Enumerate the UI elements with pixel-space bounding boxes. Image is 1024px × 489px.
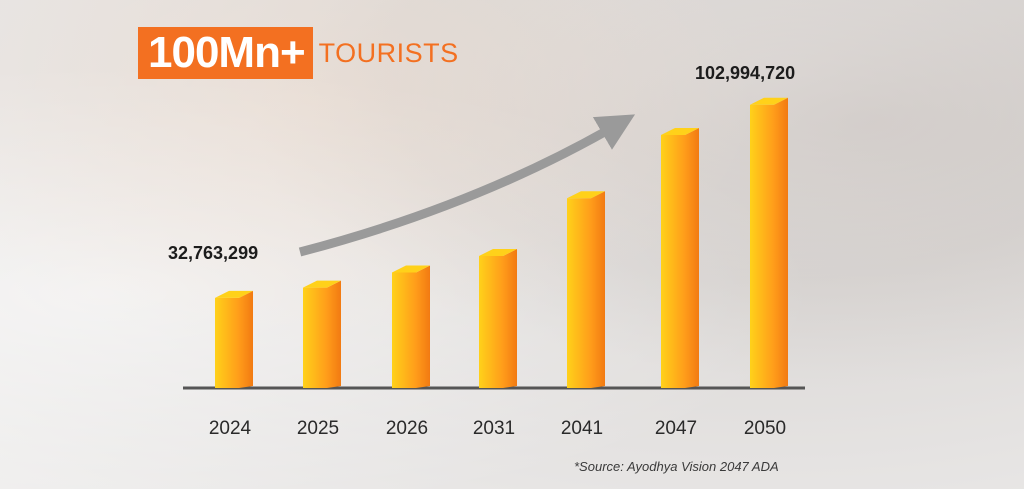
bar-top-2031 [479, 249, 517, 256]
bar-side-2026 [416, 265, 430, 388]
source-note: *Source: Ayodhya Vision 2047 ADA [574, 459, 779, 474]
bar-top-2024 [215, 290, 253, 298]
bar-2031 [479, 249, 517, 388]
bar-top-2041 [567, 191, 605, 199]
x-tick-label-2025: 2025 [297, 418, 339, 439]
bar-side-2024 [239, 290, 253, 388]
x-tick-label-2024: 2024 [209, 418, 252, 439]
bar-front-2041 [567, 198, 591, 388]
bar-top-2026 [392, 265, 430, 273]
bar-front-2025 [303, 287, 327, 388]
x-tick-label-2031: 2031 [473, 418, 515, 439]
x-tick-label-2050: 2050 [744, 418, 786, 439]
bar-top-2025 [303, 280, 341, 288]
bar-2024 [215, 290, 253, 388]
bar-2026 [392, 265, 430, 388]
bar-2041 [567, 191, 605, 388]
bar-side-2031 [503, 249, 517, 388]
x-tick-label-2041: 2041 [561, 418, 603, 439]
bar-side-2025 [327, 280, 341, 388]
x-tick-label-2026: 2026 [386, 418, 428, 439]
end-value-label: 102,994,720 [695, 63, 796, 83]
bar-front-2047 [661, 135, 685, 388]
bar-side-2041 [591, 191, 605, 388]
bar-top-2047 [661, 128, 699, 135]
bar-side-2047 [685, 128, 699, 388]
bar-top-2050 [750, 97, 788, 105]
chart-title: 100Mn+ TOURISTS [138, 27, 459, 79]
start-value-label: 32,763,299 [168, 243, 259, 263]
title-rest: TOURISTS [318, 37, 459, 68]
x-tick-label-2047: 2047 [655, 418, 697, 439]
bar-side-2050 [774, 97, 788, 388]
bar-2047 [661, 128, 699, 388]
bar-front-2031 [479, 256, 503, 388]
title-highlight: 100Mn+ [138, 27, 313, 79]
bar-front-2024 [215, 297, 239, 388]
growth-arrow [298, 114, 636, 257]
bar-2050 [750, 97, 788, 388]
bar-front-2026 [392, 272, 416, 388]
bar-front-2050 [750, 104, 774, 388]
bar-2025 [303, 280, 341, 388]
